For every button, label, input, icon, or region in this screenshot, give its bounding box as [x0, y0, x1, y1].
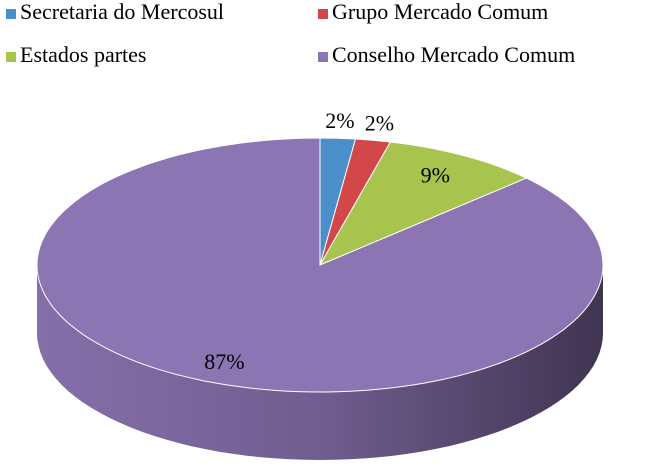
legend-label: Estados partes	[20, 42, 146, 67]
legend-marker	[6, 9, 16, 19]
slice	[318, 141, 528, 267]
slice	[36, 137, 604, 393]
data-label: 87%	[204, 349, 244, 374]
legend-marker	[318, 52, 328, 62]
legend-marker	[6, 52, 16, 62]
legend-label: Conselho Mercado Comum	[332, 42, 575, 67]
slice-side-shade	[37, 265, 603, 460]
data-label: 9%	[421, 163, 450, 188]
data-label: 2%	[325, 108, 354, 133]
legend-label: Grupo Mercado Comum	[332, 0, 548, 24]
data-label: 2%	[365, 110, 394, 135]
legend-marker	[318, 9, 328, 19]
legend-label: Secretaria do Mercosul	[20, 0, 224, 24]
